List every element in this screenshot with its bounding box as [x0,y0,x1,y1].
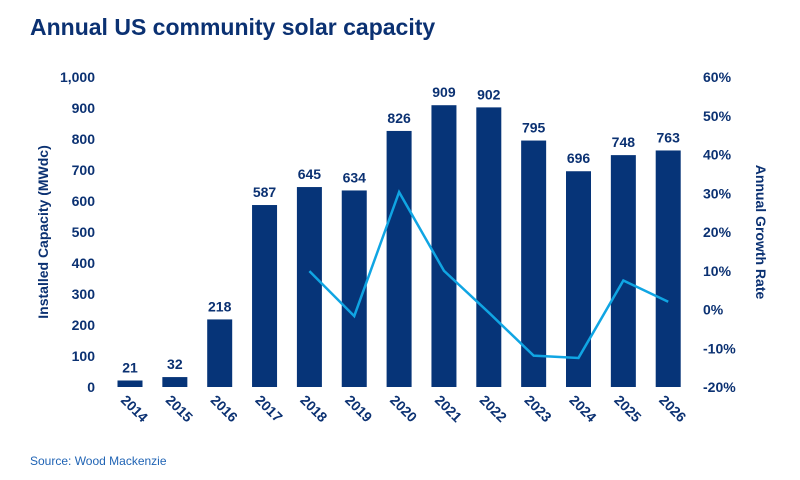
bar-2016 [207,319,233,387]
bar-2024 [566,171,591,387]
bar-2026 [655,150,681,387]
data-label: 795 [522,120,546,136]
bar-2018 [296,187,322,387]
bar-2023 [521,140,547,387]
bar-2014 [117,380,143,387]
y-tick-label: 600 [72,193,96,209]
y-tick-label: 900 [72,100,96,116]
y2-tick-label: -10% [703,340,736,356]
data-label: 32 [167,356,183,372]
y-tick-label: 800 [72,131,96,147]
data-label: 909 [432,84,456,100]
bar-2017 [252,205,278,387]
bar-2021 [431,105,457,388]
data-label: 696 [567,150,591,166]
bar-2019 [341,190,367,387]
y-tick-label: 200 [72,317,96,333]
y-tick-label: 100 [72,348,96,364]
x-tick-label: 2018 [297,392,330,425]
x-tick-label: 2021 [432,392,465,425]
data-label: 748 [612,134,636,150]
y-tick-label: 500 [72,224,96,240]
x-tick-label: 2024 [566,392,599,425]
chart-title: Annual US community solar capacity [30,14,436,40]
y2-tick-label: 40% [703,147,732,163]
y2-tick-label: 50% [703,108,732,124]
y-tick-label: 400 [72,255,96,271]
x-tick-label: 2016 [208,392,241,425]
data-label: 218 [208,298,232,314]
data-label: 21 [122,359,138,375]
x-tick-label: 2023 [522,392,555,425]
x-tick-label: 2019 [342,392,375,425]
y2-tick-label: 10% [703,263,732,279]
y-tick-label: 0 [87,379,95,395]
x-tick-label: 2015 [163,392,196,425]
x-tick-label: 2025 [611,392,644,425]
bar-2020 [386,130,412,387]
y2-axis-label: Annual Growth Rate [753,165,769,300]
data-label: 587 [253,184,277,200]
y-tick-label: 1,000 [60,69,95,85]
bar-2025 [610,155,636,387]
y2-tick-label: 20% [703,224,732,240]
x-tick-label: 2020 [387,392,420,425]
y2-tick-label: 60% [703,69,732,85]
data-label: 645 [298,166,322,182]
y2-tick-label: 0% [703,302,724,318]
source-note: Source: Wood Mackenzie [30,454,167,468]
bar-2022 [476,107,502,387]
x-tick-label: 2014 [118,392,151,425]
data-label: 902 [477,86,501,102]
x-tick-label: 2017 [252,392,285,425]
x-tick-label: 2022 [477,392,510,425]
data-label: 634 [343,169,367,185]
y2-tick-label: -20% [703,379,736,395]
bar-2015 [162,377,188,387]
y-tick-label: 300 [72,286,96,302]
x-tick-label: 2026 [656,392,689,425]
y-axis-label: Installed Capacity (MWdc) [35,145,51,318]
y2-tick-label: 30% [703,185,732,201]
data-label: 763 [657,129,681,145]
data-label: 826 [387,110,411,126]
y-tick-label: 700 [72,162,96,178]
